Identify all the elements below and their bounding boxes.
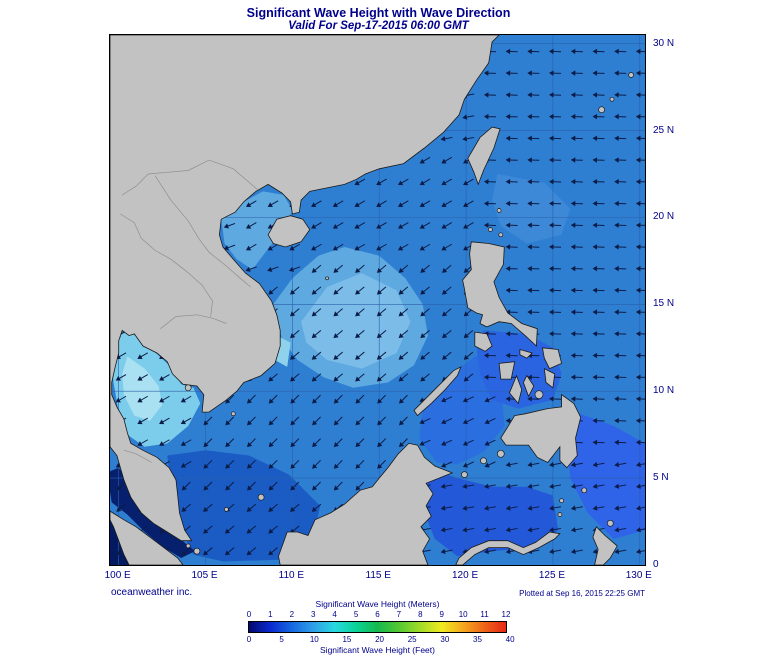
island-dot xyxy=(325,276,329,281)
island-dot xyxy=(184,384,192,392)
map-valid-time: Valid For Sep-17-2015 06:00 GMT xyxy=(288,20,469,32)
island-dot xyxy=(557,512,563,517)
island-dot xyxy=(230,411,236,417)
sea-patch-gulf-of-tonkin-light xyxy=(221,191,293,270)
meters-tick-label: 11 xyxy=(480,610,489,619)
legend-feet-ticks: 0 5 10 15 20 25 30 35 40 xyxy=(247,635,515,644)
meters-tick-label: 0 xyxy=(246,610,252,619)
land-hainan xyxy=(267,215,311,248)
lon-tick-label: 120 E xyxy=(452,570,479,581)
meters-tick-label: 5 xyxy=(353,610,359,619)
island-dot xyxy=(498,232,504,238)
island-dot xyxy=(598,106,605,114)
sea-patch-visayas-seas-bright xyxy=(476,330,562,409)
island-dot xyxy=(628,72,634,78)
island-dot xyxy=(488,227,493,232)
legend-feet-title: Significant Wave Height (Feet) xyxy=(320,645,435,655)
lon-tick-label: 105 E xyxy=(191,570,218,581)
feet-tick-label: 40 xyxy=(505,635,515,644)
lon-tick-label: 130 E xyxy=(625,570,652,581)
lon-tick-label: 115 E xyxy=(365,570,391,581)
oceanweather-credit: oceanweather inc. xyxy=(111,587,193,598)
feet-tick-label: 25 xyxy=(407,635,417,644)
land-masbate xyxy=(519,348,533,359)
island-dot xyxy=(581,487,588,494)
lat-tick-label: 5 N xyxy=(653,472,669,484)
feet-tick-label: 5 xyxy=(279,635,284,644)
sea-patch-central-scs-core xyxy=(301,273,411,369)
map-title: Significant Wave Height with Wave Direct… xyxy=(246,6,511,20)
land-mainland-asia xyxy=(110,35,500,542)
legend-meters-ticks: 0 1 2 3 4 5 6 7 8 9 10 11 12 xyxy=(247,610,511,619)
island-dot xyxy=(496,449,505,458)
feet-tick-label: 10 xyxy=(309,635,319,644)
island-dot xyxy=(185,543,191,549)
lat-tick-label: 15 N xyxy=(653,298,675,310)
land-layer xyxy=(110,35,634,565)
legend-meters-title: Significant Wave Height (Meters) xyxy=(315,599,440,609)
wave-height-wave-direction-map xyxy=(110,35,645,565)
land-negros xyxy=(509,374,523,405)
lon-tick-label: 125 E xyxy=(538,570,565,581)
meters-tick-label: 6 xyxy=(375,610,380,619)
meters-tick-label: 8 xyxy=(418,610,423,619)
island-dot xyxy=(496,208,502,213)
sea-patch-gulf-of-thailand-core xyxy=(122,356,163,421)
latitude-axis: 30 N 25 N 20 N 15 N 10 N 5 N 0 xyxy=(653,0,703,665)
island-dot xyxy=(559,498,564,504)
island-dot xyxy=(257,493,265,501)
land-samar xyxy=(542,347,563,370)
legend-colorbar xyxy=(248,621,507,633)
sea-patch-celebes-sea-bright xyxy=(422,467,559,557)
meters-tick-label: 7 xyxy=(396,610,402,619)
land-luzon xyxy=(462,241,538,347)
land-sumatra xyxy=(110,510,184,565)
land-leyte xyxy=(543,367,556,389)
land-cebu xyxy=(522,374,535,398)
lon-tick-label: 100 E xyxy=(104,570,131,581)
plotted-timestamp: Plotted at Sep 16, 2015 22:25 GMT xyxy=(519,589,645,598)
island-dot xyxy=(609,96,615,102)
land-palawan xyxy=(413,366,462,417)
meters-tick-label: 10 xyxy=(458,610,468,619)
feet-tick-label: 20 xyxy=(375,635,384,644)
feet-tick-label: 0 xyxy=(246,635,252,644)
feet-tick-label: 30 xyxy=(440,635,450,644)
feet-tick-label: 15 xyxy=(342,635,352,644)
island-dot xyxy=(534,390,544,400)
lat-tick-label: 20 N xyxy=(653,211,675,223)
map-frame xyxy=(109,34,646,566)
island-dot xyxy=(480,457,487,465)
land-taiwan xyxy=(467,126,501,186)
lon-tick-label: 110 E xyxy=(278,570,305,581)
land-mindoro xyxy=(474,331,493,352)
country-borders-layer xyxy=(120,159,258,463)
feet-tick-label: 35 xyxy=(473,635,482,644)
island-dot xyxy=(461,471,468,478)
land-halmahera xyxy=(592,526,618,565)
land-sulawesi-north-arm xyxy=(455,531,561,565)
lat-tick-label: 0 xyxy=(653,559,659,570)
land-panay xyxy=(498,361,516,380)
longitude-axis: 100 E 105 E 110 E 115 E 120 E 125 E 130 E xyxy=(0,570,775,584)
meters-tick-label: 12 xyxy=(501,610,511,619)
meters-tick-label: 9 xyxy=(439,610,444,619)
meters-tick-label: 4 xyxy=(332,610,337,619)
land-mindanao xyxy=(500,393,582,469)
meters-tick-label: 3 xyxy=(311,610,316,619)
meters-tick-label: 1 xyxy=(268,610,273,619)
lat-tick-label: 25 N xyxy=(653,124,675,136)
land-borneo xyxy=(278,442,454,565)
lat-tick-label: 10 N xyxy=(653,385,675,397)
island-dot xyxy=(193,547,201,555)
meters-tick-label: 2 xyxy=(289,610,295,619)
island-dot xyxy=(224,507,229,512)
sea-patch-sulu-sea-bright xyxy=(419,356,505,465)
lat-tick-label: 30 N xyxy=(653,37,675,49)
island-dot xyxy=(606,519,614,527)
